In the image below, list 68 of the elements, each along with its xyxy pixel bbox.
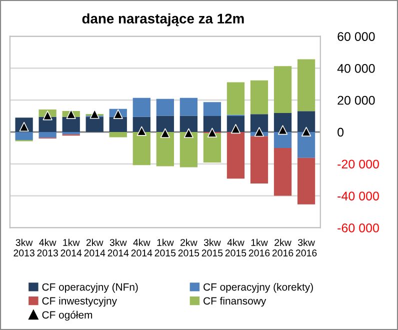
bar [226,82,245,115]
legend-label: CF inwestycyjny [42,296,117,307]
chart-title: dane narastające za 12m [82,13,244,26]
point [113,109,123,119]
x-tick-label: 1kw 2014 [60,238,82,256]
x-tick-label: 2kw 2014 [84,238,106,256]
bar [156,116,174,132]
bar [38,132,56,138]
bar [132,98,150,117]
legend-label: CF finansowy [204,296,266,307]
x-tick-label: 2kw 2015 [178,238,200,256]
y-tick-label: -60 000 [338,224,379,232]
bar [274,66,292,114]
legend-label: CF operacyjny (korekty) [204,283,313,293]
point [301,126,312,136]
bar [156,132,174,166]
point [136,126,146,136]
bar [132,132,150,166]
point [207,128,218,138]
bar [180,98,198,116]
x-tick-label: 1kw 2016 [248,238,270,256]
point [184,128,194,138]
bar [203,102,222,116]
bar [297,132,316,158]
bar [132,116,150,132]
bar [62,116,80,132]
bar [109,132,127,138]
legend-label: CF ogółem [42,310,92,321]
bar [180,116,198,132]
x-tick-label: 4kw 2014 [131,238,152,256]
bar [297,111,316,132]
bar [250,114,268,132]
point [66,109,76,119]
bar [297,158,316,204]
y-tick-label: -20 000 [338,160,379,169]
bar [250,80,268,114]
bar [156,98,174,116]
bar [274,148,292,196]
x-tick-label: 2kw 2016 [272,238,294,256]
point [90,109,100,119]
bar [203,133,222,162]
bar [226,132,245,179]
x-tick-label: 4kw 2015 [225,238,246,256]
x-tick-label: 1kw 2015 [154,238,176,256]
point [278,125,288,135]
bar [15,132,33,140]
bar [203,116,222,132]
point [42,110,52,120]
x-tick-label: 3kw 2014 [108,238,129,256]
point [254,127,264,137]
y-tick-label: 20 000 [338,96,375,105]
x-tick-label: 3kw 2015 [202,238,223,256]
y-tick-label: -40 000 [338,192,379,200]
x-tick-label: 3kw 2013 [14,238,34,256]
y-tick-label: 0 [338,128,344,137]
point [160,128,170,138]
bar [86,116,104,132]
bar [250,136,268,184]
x-tick-label: 3kw 2016 [296,238,317,256]
x-tick-label: 4kw 2013 [37,238,58,256]
y-tick-label: 60 000 [338,32,375,41]
bar [274,113,292,132]
bar [109,116,127,132]
bar [274,132,292,148]
legend-label: CF operacyjny (NFn) [42,283,138,293]
bar [180,132,198,168]
bar [297,59,316,112]
y-tick-label: 40 000 [337,64,375,73]
